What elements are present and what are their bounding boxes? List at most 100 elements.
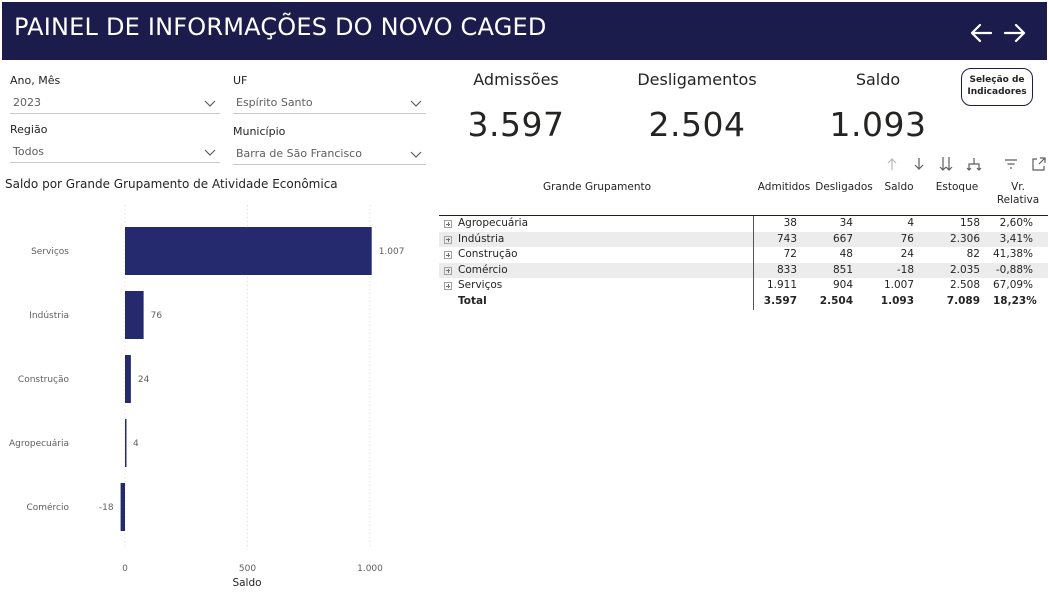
card-desligamentos-value: 2.504 bbox=[648, 105, 746, 144]
cell-saldo: -18 bbox=[896, 263, 914, 276]
filter-ano-mes-value: 2023 bbox=[13, 96, 41, 109]
filter-ano-mes-dropdown[interactable]: 2023 bbox=[10, 94, 220, 114]
card-saldo: Saldo 1.093 bbox=[817, 70, 939, 144]
cell-vr: 67,09% bbox=[993, 279, 1034, 292]
focus-mode-icon[interactable] bbox=[1031, 156, 1047, 172]
cell-saldo: 76 bbox=[900, 232, 914, 245]
cell-admitidos: 38 bbox=[783, 217, 797, 229]
x-tick-label: 1.000 bbox=[357, 564, 383, 574]
cell-estoque: 82 bbox=[966, 248, 980, 261]
category-label: Comércio bbox=[26, 502, 69, 513]
row-name-total: Total bbox=[458, 294, 487, 307]
drill-up-icon[interactable] bbox=[884, 156, 900, 172]
header-bar: PAINEL DE INFORMAÇÕES DO NOVO CAGED bbox=[2, 2, 1047, 60]
cell-desligados: 48 bbox=[839, 248, 853, 261]
filter-regiao-dropdown[interactable]: Todos bbox=[10, 143, 220, 163]
drill-down-icon[interactable] bbox=[911, 156, 927, 172]
header-desligados[interactable]: Desligados bbox=[815, 181, 873, 193]
data-label: 76 bbox=[151, 311, 163, 321]
matrix-body: Agropecuária 38 34 4 158 2,60% Indústria 743 667… bbox=[439, 216, 1048, 310]
chevron-down-icon[interactable] bbox=[410, 98, 422, 108]
cell-desligados: 851 bbox=[832, 263, 853, 276]
filter-municipio-label: Município bbox=[233, 125, 286, 138]
total-desligados: 2.504 bbox=[819, 294, 853, 307]
cell-vr: -0,88% bbox=[995, 263, 1033, 276]
category-label: Agropecuária bbox=[9, 439, 69, 449]
data-matrix: Grande Grupamento Admitidos Desligados S… bbox=[439, 176, 1048, 310]
table-row-total: Total 3.597 2.504 1.093 7.089 18,23% bbox=[439, 294, 1048, 310]
header-grande-grupamento[interactable]: Grande Grupamento bbox=[542, 181, 652, 193]
expand-plus-icon[interactable] bbox=[444, 235, 452, 244]
header-saldo[interactable]: Saldo bbox=[884, 181, 914, 193]
data-label: 1.007 bbox=[379, 247, 405, 257]
bar bbox=[125, 227, 372, 275]
matrix-divider bbox=[753, 216, 754, 310]
total-vr: 18,23% bbox=[993, 294, 1037, 307]
header-vr-line1: Vr. bbox=[1011, 181, 1025, 193]
indicator-selection-line1: Seleção de bbox=[969, 75, 1025, 85]
cell-saldo: 1.007 bbox=[883, 279, 914, 292]
row-name: Comércio bbox=[458, 263, 508, 276]
table-row[interactable]: Indústria 743 667 76 2.306 3,41% bbox=[439, 231, 1048, 248]
card-saldo-value: 1.093 bbox=[829, 105, 927, 144]
header-admitidos[interactable]: Admitidos bbox=[757, 181, 811, 193]
filter-regiao-label: Região bbox=[10, 123, 48, 136]
table-row[interactable]: Comércio 833 851 -18 2.035 -0,88% bbox=[439, 262, 1048, 279]
expand-plus-icon[interactable] bbox=[444, 251, 452, 260]
category-label: Construção bbox=[18, 375, 70, 385]
arrow-left-icon[interactable] bbox=[968, 20, 994, 46]
filter-municipio: Município Barra de São Francisco bbox=[233, 124, 426, 165]
row-name: Construção bbox=[458, 248, 518, 261]
filter-icon[interactable] bbox=[1003, 156, 1019, 172]
table-row[interactable]: Serviços 1.911 904 1.007 2.508 67,09% bbox=[439, 278, 1048, 294]
filter-ano-mes-label: Ano, Mês bbox=[10, 74, 61, 87]
row-name: Indústria bbox=[458, 232, 505, 245]
expand-plus-icon[interactable] bbox=[444, 220, 452, 228]
expand-next-level-icon[interactable] bbox=[938, 156, 954, 172]
filter-uf: UF Espírito Santo bbox=[233, 73, 426, 114]
indicator-selection-button[interactable]: Seleção de Indicadores bbox=[961, 68, 1033, 106]
data-label: -18 bbox=[99, 503, 114, 513]
filter-uf-label: UF bbox=[233, 74, 248, 87]
table-row[interactable]: Agropecuária 38 34 4 158 2,60% bbox=[439, 216, 1048, 232]
arrow-right-icon[interactable] bbox=[1002, 20, 1028, 46]
total-admitidos: 3.597 bbox=[763, 294, 797, 307]
cell-admitidos: 833 bbox=[776, 263, 797, 276]
table-row[interactable]: Construção 72 48 24 82 41,38% bbox=[439, 247, 1048, 263]
cell-admitidos: 743 bbox=[776, 232, 797, 245]
cell-estoque: 2.306 bbox=[949, 232, 980, 245]
cell-saldo: 24 bbox=[900, 248, 914, 261]
row-name: Agropecuária bbox=[458, 217, 529, 229]
header-estoque[interactable]: Estoque bbox=[935, 181, 979, 193]
chevron-down-icon[interactable] bbox=[204, 147, 216, 157]
filter-regiao: Região Todos bbox=[10, 122, 220, 163]
chevron-down-icon[interactable] bbox=[204, 98, 216, 108]
cell-saldo: 4 bbox=[907, 217, 914, 229]
chart-title: Saldo por Grande Grupamento de Atividade… bbox=[5, 177, 338, 191]
card-admissoes: Admissões 3.597 bbox=[455, 70, 577, 144]
cell-desligados: 34 bbox=[839, 217, 853, 229]
category-label: Serviços bbox=[31, 247, 69, 257]
cell-vr: 41,38% bbox=[993, 248, 1034, 261]
card-admissoes-label: Admissões bbox=[473, 70, 559, 89]
header-vr-line2: Relativa bbox=[996, 194, 1040, 206]
card-desligamentos-label: Desligamentos bbox=[637, 70, 757, 89]
total-estoque: 7.089 bbox=[946, 294, 980, 307]
chevron-down-icon[interactable] bbox=[410, 149, 422, 159]
cell-admitidos: 72 bbox=[783, 248, 797, 261]
page-title: PAINEL DE INFORMAÇÕES DO NOVO CAGED bbox=[14, 13, 547, 41]
card-admissoes-value: 3.597 bbox=[467, 105, 565, 144]
filter-uf-dropdown[interactable]: Espírito Santo bbox=[233, 94, 426, 114]
bar bbox=[125, 355, 131, 403]
filter-municipio-dropdown[interactable]: Barra de São Francisco bbox=[233, 145, 426, 165]
cell-estoque: 2.508 bbox=[949, 279, 980, 292]
cell-estoque: 158 bbox=[959, 217, 980, 229]
expand-plus-icon[interactable] bbox=[444, 266, 452, 275]
filter-municipio-value: Barra de São Francisco bbox=[236, 147, 362, 160]
cell-vr: 2,60% bbox=[999, 217, 1033, 229]
expand-hierarchy-icon[interactable] bbox=[966, 156, 982, 172]
expand-plus-icon[interactable] bbox=[444, 282, 452, 291]
header-vr-relativa[interactable]: Vr. Relativa bbox=[993, 181, 1043, 207]
data-label: 24 bbox=[138, 375, 150, 385]
cell-estoque: 2.035 bbox=[949, 263, 980, 276]
